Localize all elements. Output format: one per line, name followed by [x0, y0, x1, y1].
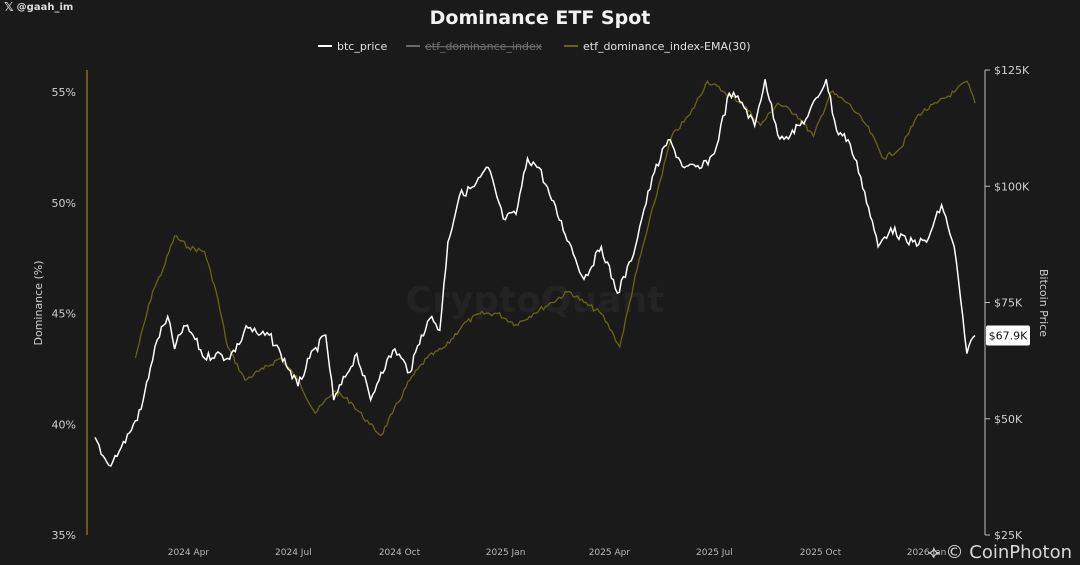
legend-label-etf-dominance-index: etf_dominance_index — [425, 40, 543, 53]
x-tick-label: 2024 Apr — [168, 548, 210, 558]
x-ticks: 2024 Apr 2024 Jul 2024 Oct 2025 Jan 2025 Apr… — [168, 548, 947, 558]
chart-title: Dominance ETF Spot — [430, 7, 651, 29]
legend-item-etf-dominance-ema[interactable]: etf_dominance_index-EMA(30) — [564, 40, 751, 53]
chart-watermark: CryptoQuant — [406, 280, 665, 321]
last-price-label: $67.9K — [989, 330, 1028, 343]
y-right-tick-label: $50K — [994, 413, 1023, 426]
legend-label-btc-price: btc_price — [337, 40, 387, 53]
legend-label-etf-dominance-ema: etf_dominance_index-EMA(30) — [583, 40, 751, 53]
x-tick-label: 2024 Oct — [379, 548, 421, 558]
y-left-tick-label: 45% — [52, 308, 76, 321]
x-logo-icon: 𝕏 — [4, 0, 14, 14]
author-handle: 𝕏 @gaah_im — [4, 0, 73, 14]
x-tick-label: 2025 Jul — [696, 548, 733, 558]
photo-credit: ⟡ © CoinPhoton — [928, 542, 1072, 563]
y-right-ticks: $25K $50K $75K $100K $125K — [985, 64, 1030, 542]
x-tick-label: 2025 Jan — [486, 548, 526, 558]
author-handle-text: @gaah_im — [16, 1, 74, 13]
y-left-ticks: 35% 40% 45% 50% 55% — [52, 86, 76, 542]
legend: btc_price etf_dominance_index etf_domina… — [318, 40, 751, 53]
series-line-btc-price — [94, 79, 976, 467]
y-left-tick-label: 50% — [52, 197, 76, 210]
last-price-badge: $67.9K — [986, 325, 1030, 346]
series-line-etf-dominance-ema — [134, 79, 976, 437]
photo-credit-text: CoinPhoton — [969, 542, 1072, 563]
y-right-tick-label: $100K — [994, 180, 1030, 193]
legend-item-etf-dominance-index[interactable]: etf_dominance_index — [406, 40, 543, 53]
camera-icon: ⟡ © — [927, 542, 970, 563]
y-left-tick-label: 40% — [52, 418, 76, 431]
legend-item-btc-price[interactable]: btc_price — [318, 40, 387, 53]
x-tick-label: 2025 Apr — [589, 548, 631, 558]
x-tick-label: 2024 Jul — [275, 548, 312, 558]
y-right-tick-label: $125K — [994, 64, 1030, 77]
y-left-tick-label: 55% — [52, 86, 76, 99]
x-tick-label: 2025 Oct — [800, 548, 842, 558]
y-axis-label-right: Bitcoin Price — [1037, 269, 1050, 337]
y-right-tick-label: $75K — [994, 297, 1023, 310]
y-right-tick-label: $25K — [994, 529, 1023, 542]
y-left-tick-label: 35% — [52, 529, 76, 542]
y-axis-label-left: Dominance (%) — [32, 260, 45, 345]
x-tick-label: 2026 Jan — [907, 548, 947, 558]
